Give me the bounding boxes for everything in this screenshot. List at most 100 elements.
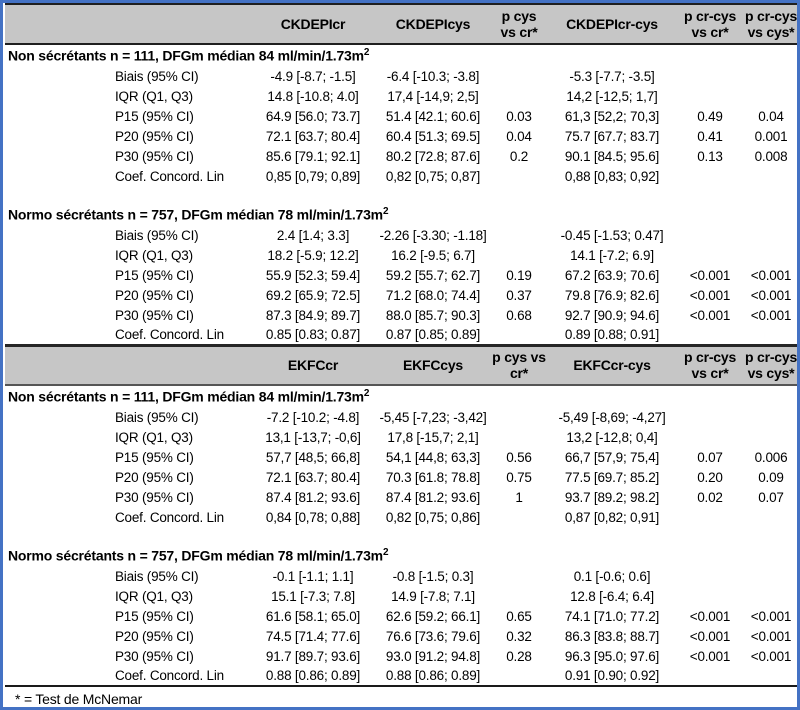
data-cell: 2.4 [1.4; 3.3] bbox=[276, 227, 350, 243]
p-value-cell bbox=[743, 66, 797, 86]
table-row: Coef. Concord. Lin 0.85 [0.83; 0.87] 0.8… bbox=[5, 325, 797, 345]
row-label: Biais (95% CI) bbox=[115, 68, 199, 84]
p-value-cell: <0.001 bbox=[750, 307, 792, 323]
p-value-cell: <0.001 bbox=[750, 648, 792, 664]
p-value-cell bbox=[743, 325, 797, 345]
p-value-cell: <0.001 bbox=[689, 267, 731, 283]
p-value-cell: <0.001 bbox=[689, 307, 731, 323]
data-cell: 75.7 [67.7; 83.7] bbox=[564, 128, 660, 144]
data-cell: 70.3 [61.8; 78.8] bbox=[385, 469, 481, 485]
data-cell: 87.4 [81.2; 93.6] bbox=[265, 489, 361, 505]
table-row: IQR (Q1, Q3) 18.2 [-5.9; 12.2] 16.2 [-9.… bbox=[5, 245, 797, 265]
column-header-ckdepicys: CKDEPIcys bbox=[375, 3, 491, 45]
row-label: P30 (95% CI) bbox=[115, 307, 194, 323]
data-cell: 90.1 [84.5; 95.6] bbox=[564, 148, 660, 164]
data-cell: -0.1 [-1.1; 1.1] bbox=[272, 568, 354, 584]
data-cell: 0,88 [0,83; 0,92] bbox=[564, 168, 660, 184]
row-label: Biais (95% CI) bbox=[115, 227, 199, 243]
row-label: IQR (Q1, Q3) bbox=[115, 429, 193, 445]
data-cell: 0,84 [0,78; 0,88] bbox=[265, 509, 361, 525]
data-cell: 61.6 [58.1; 65.0] bbox=[265, 608, 361, 624]
p-value-cell: <0.001 bbox=[689, 608, 731, 624]
data-cell: 17,4 [-14,9; 2,5] bbox=[387, 88, 479, 104]
data-cell: -6.4 [-10.3; -3.8] bbox=[386, 68, 480, 84]
p-value-cell bbox=[677, 427, 743, 447]
table-row: P20 (95% CI) 69.2 [65.9; 72.5] 71.2 [68.… bbox=[5, 285, 797, 305]
p-value-cell bbox=[677, 245, 743, 265]
data-cell: 92.7 [90.9; 94.6] bbox=[564, 307, 660, 323]
table-row: Coef. Concord. Lin 0.88 [0.86; 0.89] 0.8… bbox=[5, 666, 797, 686]
spacer-row bbox=[5, 527, 797, 544]
p-value-cell: 0.65 bbox=[506, 608, 532, 624]
table-row: P20 (95% CI) 72.1 [63.7; 80.4] 70.3 [61.… bbox=[5, 467, 797, 487]
data-cell: 74.5 [71.4; 77.6] bbox=[265, 628, 361, 644]
section-title: Normo sécrétants n = 757, DFGm médian 78… bbox=[8, 205, 389, 223]
data-cell: -0.8 [-1.5; 0.3] bbox=[392, 568, 474, 584]
column-header-p-cys-vs-cr: p cys vs cr* bbox=[491, 3, 547, 45]
row-label: P20 (95% CI) bbox=[115, 628, 194, 644]
p-value-cell bbox=[743, 666, 797, 686]
footnote: * = Test de McNemar bbox=[5, 685, 797, 707]
data-cell: -2.26 [-3.30; -1.18] bbox=[379, 227, 487, 243]
p-value-cell bbox=[677, 66, 743, 86]
column-header-ekfccr-cys: EKFCcr-cys bbox=[547, 343, 677, 386]
p-value-cell bbox=[743, 225, 797, 245]
p-value-cell: <0.001 bbox=[750, 628, 792, 644]
data-cell: 87.3 [84.9; 89.7] bbox=[265, 307, 361, 323]
row-label: Coef. Concord. Lin bbox=[115, 509, 224, 525]
data-cell: 18.2 [-5.9; 12.2] bbox=[267, 247, 359, 263]
superscript-2: 2 bbox=[363, 47, 370, 59]
column-header-p-crcys-vs-cys: p cr-cys vs cys* bbox=[743, 3, 797, 45]
data-cell: 13,2 [-12,8; 0,4] bbox=[566, 429, 658, 445]
p-value-cell bbox=[491, 666, 547, 686]
data-cell: 93.7 [89.2; 98.2] bbox=[564, 489, 660, 505]
section-title-row: Non sécrétants n = 111, DFGm médian 84 m… bbox=[5, 385, 797, 407]
p-value-cell: 0.49 bbox=[697, 108, 723, 124]
data-cell: 85.6 [79.1; 92.1] bbox=[265, 148, 361, 164]
p-value-cell bbox=[491, 586, 547, 606]
table-row: P30 (95% CI) 91.7 [89.7; 93.6] 93.0 [91.… bbox=[5, 646, 797, 666]
p-value-cell: 0.03 bbox=[506, 108, 532, 124]
row-label: P20 (95% CI) bbox=[115, 128, 194, 144]
footnote-row: * = Test de McNemar bbox=[5, 685, 797, 707]
p-value-cell: 0.56 bbox=[506, 449, 532, 465]
p-value-cell: <0.001 bbox=[750, 608, 792, 624]
table-row: P30 (95% CI) 87.3 [84.9; 89.7] 88.0 [85.… bbox=[5, 305, 797, 325]
p-value-cell bbox=[743, 166, 797, 186]
p-value-cell bbox=[677, 86, 743, 106]
table-row: P20 (95% CI) 72.1 [63.7; 80.4] 60.4 [51.… bbox=[5, 126, 797, 146]
data-cell: 96.3 [95.0; 97.6] bbox=[564, 648, 660, 664]
p-value-cell bbox=[743, 86, 797, 106]
data-cell: -0.45 [-1.53; 0.47] bbox=[560, 227, 664, 243]
p-value-cell bbox=[677, 407, 743, 427]
p-value-cell: 0.32 bbox=[506, 628, 532, 644]
data-cell: 61,3 [52,2; 70,3] bbox=[564, 108, 660, 124]
p-value-cell: 0.07 bbox=[697, 449, 723, 465]
data-cell: 91.7 [89.7; 93.6] bbox=[265, 648, 361, 664]
data-cell: 87.4 [81.2; 93.6] bbox=[385, 489, 481, 505]
p-value-cell bbox=[743, 507, 797, 527]
p-value-cell bbox=[491, 86, 547, 106]
p-value-cell bbox=[491, 407, 547, 427]
table-row: IQR (Q1, Q3) 15.1 [-7.3; 7.8] 14.9 [-7.8… bbox=[5, 586, 797, 606]
data-cell: 12.8 [-6.4; 6.4] bbox=[570, 588, 654, 604]
p-value-cell: 0.04 bbox=[758, 108, 784, 124]
p-value-cell: 1 bbox=[515, 489, 523, 505]
p-value-cell bbox=[491, 325, 547, 345]
column-header-ekfccys: EKFCcys bbox=[375, 343, 491, 386]
p-value-cell: 0.19 bbox=[506, 267, 532, 283]
data-cell: 79.8 [76.9; 82.6] bbox=[564, 287, 660, 303]
row-label: P30 (95% CI) bbox=[115, 648, 194, 664]
table-row: Biais (95% CI) -7.2 [-10.2; -4.8] -5,45 … bbox=[5, 407, 797, 427]
table-row: P30 (95% CI) 87.4 [81.2; 93.6] 87.4 [81.… bbox=[5, 487, 797, 507]
data-cell: 60.4 [51.3; 69.5] bbox=[385, 128, 481, 144]
p-value-cell bbox=[677, 586, 743, 606]
table-row: P15 (95% CI) 55.9 [52.3; 59.4] 59.2 [55.… bbox=[5, 265, 797, 285]
data-cell: 0.88 [0.86; 0.89] bbox=[385, 668, 481, 683]
row-label: P20 (95% CI) bbox=[115, 287, 194, 303]
row-label: IQR (Q1, Q3) bbox=[115, 88, 193, 104]
data-cell: 62.6 [59.2; 66.1] bbox=[385, 608, 481, 624]
p-value-cell: 0.02 bbox=[697, 489, 723, 505]
column-header-ekfccr: EKFCcr bbox=[251, 343, 375, 386]
